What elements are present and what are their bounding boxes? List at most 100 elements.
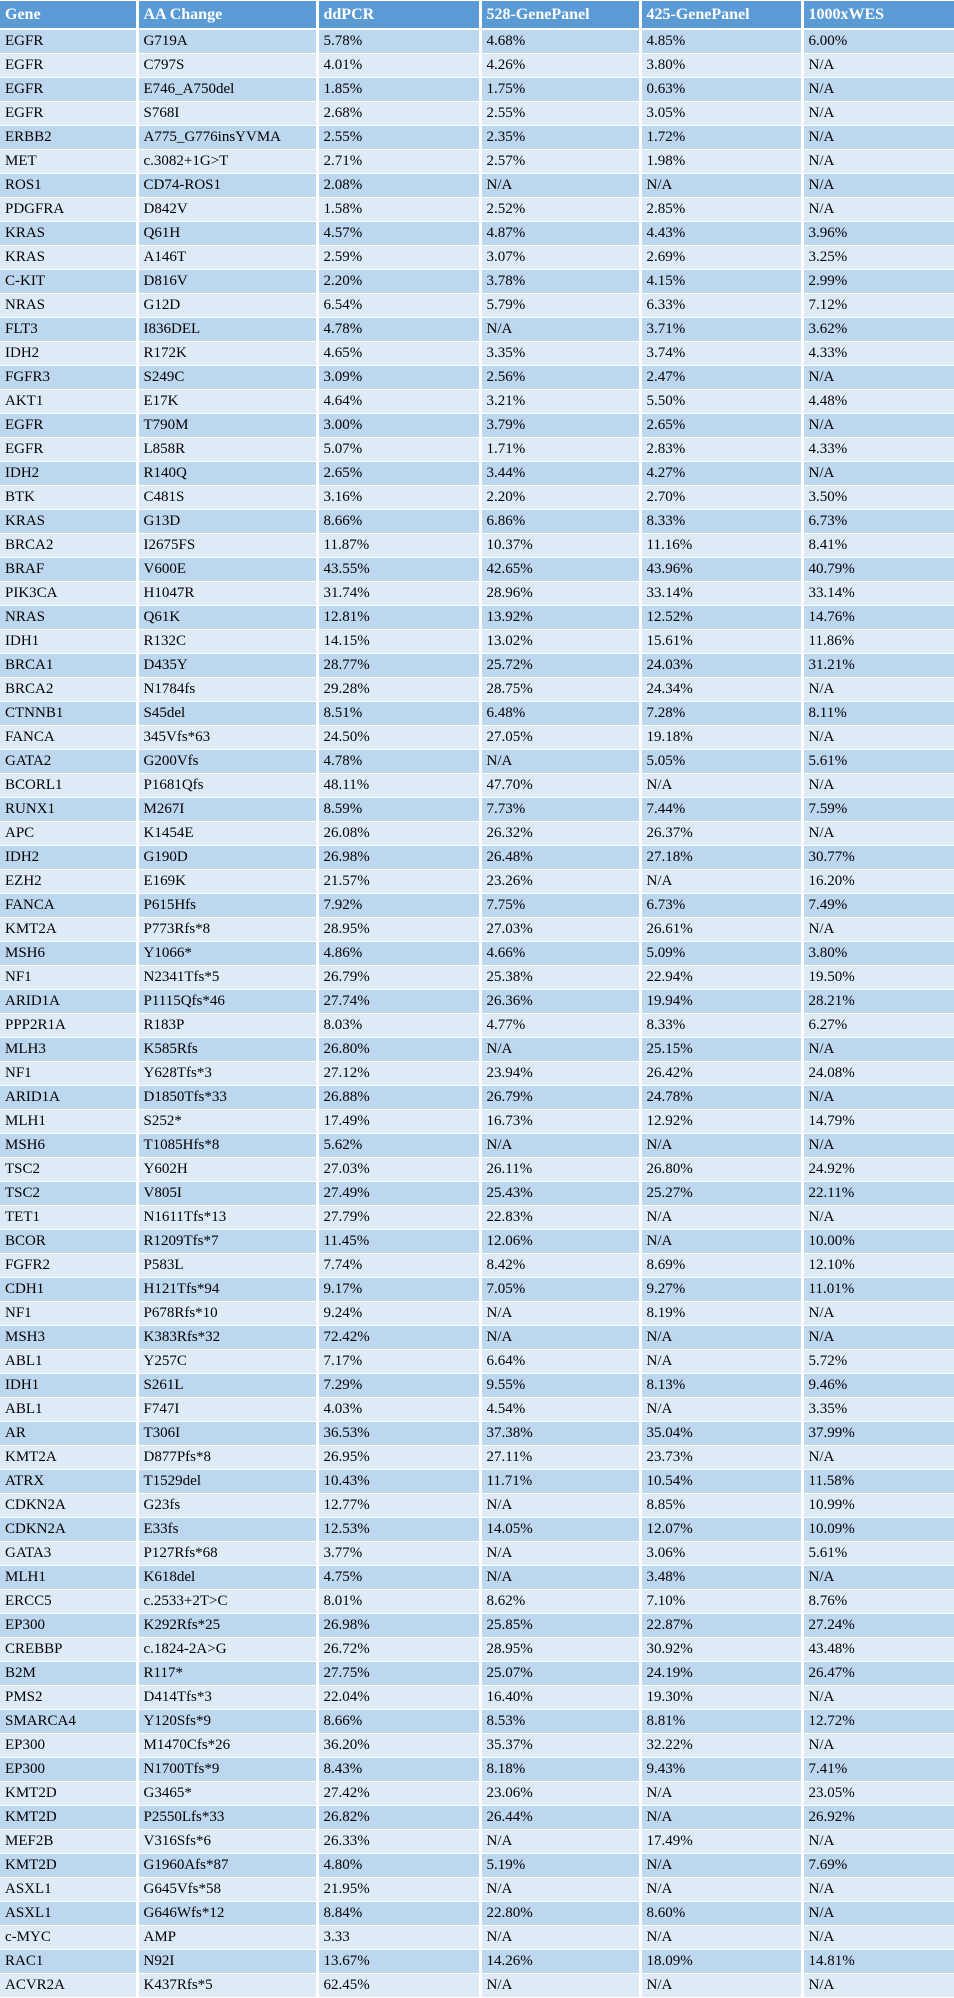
cell-aa-change: T790M bbox=[137, 413, 319, 438]
cell-aa-change: V805I bbox=[137, 1181, 319, 1206]
cell-panel-425: 35.04% bbox=[640, 1421, 804, 1446]
cell-panel-425: 25.15% bbox=[640, 1037, 804, 1062]
cell-wes-1000x: 4.33% bbox=[802, 437, 954, 462]
cell-panel-425: N/A bbox=[640, 1877, 804, 1902]
cell-panel-528: 4.68% bbox=[480, 29, 642, 54]
table-row: EP300 N1700Tfs*9 8.43% 8.18% 9.43% 7.41% bbox=[0, 1757, 954, 1782]
cell-panel-425: 27.18% bbox=[640, 845, 804, 870]
cell-gene: BRCA2 bbox=[0, 533, 139, 558]
cell-panel-528: 12.06% bbox=[480, 1229, 642, 1254]
cell-ddpcr: 28.95% bbox=[317, 917, 482, 942]
cell-wes-1000x: 4.33% bbox=[802, 341, 954, 366]
table-row: MEF2B V316Sfs*6 26.33% N/A 17.49% N/A bbox=[0, 1829, 954, 1854]
cell-ddpcr: 8.43% bbox=[317, 1757, 482, 1782]
cell-ddpcr: 12.81% bbox=[317, 605, 482, 630]
table-row: FLT3 I836DEL 4.78% N/A 3.71% 3.62% bbox=[0, 317, 954, 342]
cell-gene: APC bbox=[0, 821, 139, 846]
cell-panel-528: 42.65% bbox=[480, 557, 642, 582]
cell-panel-528: 28.95% bbox=[480, 1637, 642, 1662]
table-row: EGFR T790M 3.00% 3.79% 2.65% N/A bbox=[0, 413, 954, 438]
cell-gene: GATA2 bbox=[0, 749, 139, 774]
cell-panel-425: 8.33% bbox=[640, 509, 804, 534]
cell-panel-528: 26.36% bbox=[480, 989, 642, 1014]
cell-ddpcr: 8.66% bbox=[317, 1709, 482, 1734]
cell-panel-528: 6.86% bbox=[480, 509, 642, 534]
table-row: PDGFRA D842V 1.58% 2.52% 2.85% N/A bbox=[0, 197, 954, 222]
cell-gene: MEF2B bbox=[0, 1829, 139, 1854]
cell-wes-1000x: 12.10% bbox=[802, 1253, 954, 1278]
cell-ddpcr: 72.42% bbox=[317, 1325, 482, 1350]
table-row: c-MYC AMP 3.33 N/A N/A N/A bbox=[0, 1925, 954, 1950]
table-row: ARID1A P1115Qfs*46 27.74% 26.36% 19.94% 28.21… bbox=[0, 989, 954, 1014]
cell-panel-425: N/A bbox=[640, 1925, 804, 1950]
cell-aa-change: S249C bbox=[137, 365, 319, 390]
cell-gene: IDH1 bbox=[0, 1373, 139, 1398]
cell-panel-425: 24.78% bbox=[640, 1085, 804, 1110]
cell-panel-528: 2.35% bbox=[480, 125, 642, 150]
cell-aa-change: R132C bbox=[137, 629, 319, 654]
cell-ddpcr: 3.09% bbox=[317, 365, 482, 390]
cell-gene: ARID1A bbox=[0, 1085, 139, 1110]
cell-gene: ASXL1 bbox=[0, 1877, 139, 1902]
table-row: KMT2D P2550Lfs*33 26.82% 26.44% N/A 26.92% bbox=[0, 1805, 954, 1830]
cell-ddpcr: 3.00% bbox=[317, 413, 482, 438]
cell-aa-change: c.1824-2A>G bbox=[137, 1637, 319, 1662]
cell-wes-1000x: 7.49% bbox=[802, 893, 954, 918]
cell-ddpcr: 27.03% bbox=[317, 1157, 482, 1182]
table-row: IDH2 R172K 4.65% 3.35% 3.74% 4.33% bbox=[0, 341, 954, 366]
cell-panel-425: 30.92% bbox=[640, 1637, 804, 1662]
cell-ddpcr: 5.78% bbox=[317, 29, 482, 54]
cell-panel-425: 12.52% bbox=[640, 605, 804, 630]
cell-gene: EGFR bbox=[0, 29, 139, 54]
cell-gene: KMT2A bbox=[0, 917, 139, 942]
cell-panel-425: 2.47% bbox=[640, 365, 804, 390]
cell-gene: ABL1 bbox=[0, 1349, 139, 1374]
cell-ddpcr: 27.74% bbox=[317, 989, 482, 1014]
cell-gene: FANCA bbox=[0, 893, 139, 918]
cell-aa-change: P1681Qfs bbox=[137, 773, 319, 798]
cell-wes-1000x: N/A bbox=[802, 413, 954, 438]
cell-panel-528: 28.96% bbox=[480, 581, 642, 606]
cell-aa-change: A146T bbox=[137, 245, 319, 270]
table-row: AKT1 E17K 4.64% 3.21% 5.50% 4.48% bbox=[0, 389, 954, 414]
cell-panel-425: 26.80% bbox=[640, 1157, 804, 1182]
cell-aa-change: D1850Tfs*33 bbox=[137, 1085, 319, 1110]
cell-gene: SMARCA4 bbox=[0, 1709, 139, 1734]
cell-gene: BRCA2 bbox=[0, 677, 139, 702]
cell-gene: KMT2D bbox=[0, 1853, 139, 1878]
table-row: KMT2D G1960Afs*87 4.80% 5.19% N/A 7.69% bbox=[0, 1853, 954, 1878]
cell-aa-change: Q61K bbox=[137, 605, 319, 630]
cell-aa-change: Q61H bbox=[137, 221, 319, 246]
cell-wes-1000x: 3.62% bbox=[802, 317, 954, 342]
cell-wes-1000x: N/A bbox=[802, 1301, 954, 1326]
cell-ddpcr: 9.17% bbox=[317, 1277, 482, 1302]
cell-panel-425: 7.10% bbox=[640, 1589, 804, 1614]
table-row: MSH6 Y1066* 4.86% 4.66% 5.09% 3.80% bbox=[0, 941, 954, 966]
cell-panel-528: 26.44% bbox=[480, 1805, 642, 1830]
table-row: KRAS Q61H 4.57% 4.87% 4.43% 3.96% bbox=[0, 221, 954, 246]
cell-wes-1000x: 28.21% bbox=[802, 989, 954, 1014]
cell-panel-528: 8.53% bbox=[480, 1709, 642, 1734]
cell-wes-1000x: 16.20% bbox=[802, 869, 954, 894]
cell-panel-528: 25.85% bbox=[480, 1613, 642, 1638]
cell-ddpcr: 26.98% bbox=[317, 845, 482, 870]
cell-panel-425: 32.22% bbox=[640, 1733, 804, 1758]
cell-panel-425: 8.13% bbox=[640, 1373, 804, 1398]
cell-ddpcr: 7.17% bbox=[317, 1349, 482, 1374]
cell-aa-change: R1209Tfs*7 bbox=[137, 1229, 319, 1254]
table-row: KMT2D G3465* 27.42% 23.06% N/A 23.05% bbox=[0, 1781, 954, 1806]
column-header-aa-change: AA Change bbox=[137, 0, 319, 30]
table-row: B2M R117* 27.75% 25.07% 24.19% 26.47% bbox=[0, 1661, 954, 1686]
cell-aa-change: I2675FS bbox=[137, 533, 319, 558]
cell-panel-528: 6.64% bbox=[480, 1349, 642, 1374]
cell-gene: AR bbox=[0, 1421, 139, 1446]
cell-panel-425: 4.15% bbox=[640, 269, 804, 294]
table-row: APC K1454E 26.08% 26.32% 26.37% N/A bbox=[0, 821, 954, 846]
cell-ddpcr: 4.57% bbox=[317, 221, 482, 246]
cell-wes-1000x: 40.79% bbox=[802, 557, 954, 582]
cell-wes-1000x: 10.00% bbox=[802, 1229, 954, 1254]
cell-panel-425: N/A bbox=[640, 1205, 804, 1230]
cell-aa-change: P2550Lfs*33 bbox=[137, 1805, 319, 1830]
cell-wes-1000x: 6.27% bbox=[802, 1013, 954, 1038]
cell-panel-425: 33.14% bbox=[640, 581, 804, 606]
